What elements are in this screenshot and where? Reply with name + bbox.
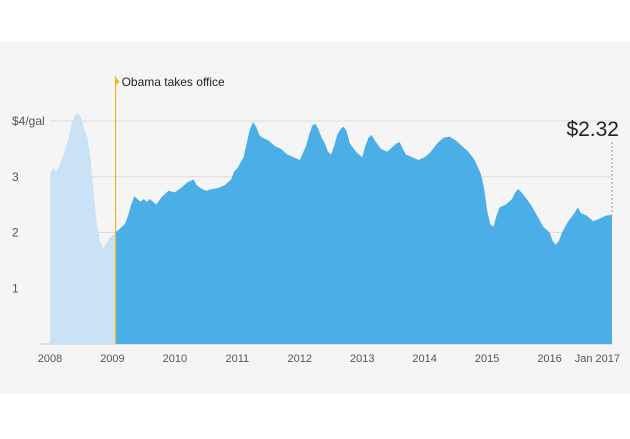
x-tick-label-6: 2014 <box>412 353 436 365</box>
x-tick-label-1: 2009 <box>100 353 124 365</box>
y-tick-label-0: 1 <box>12 281 19 295</box>
x-tick-label-8: 2016 <box>537 353 561 365</box>
x-tick-label-0: 2008 <box>38 353 62 365</box>
x-tick-label-7: 2015 <box>475 353 499 365</box>
x-tick-label-9: Jan 2017 <box>575 353 620 365</box>
x-tick-label-4: 2012 <box>288 353 312 365</box>
area-before-inauguration <box>50 112 116 344</box>
y-tick-label-2: 3 <box>12 170 19 184</box>
annotation-label: Obama takes office <box>122 75 225 89</box>
y-tick-label-3: $4/gal <box>12 114 45 128</box>
x-tick-label-5: 2013 <box>350 353 374 365</box>
inauguration-marker-icon <box>115 77 120 86</box>
y-tick-label-1: 2 <box>12 226 19 240</box>
x-tick-label-2: 2010 <box>163 353 187 365</box>
current-price-callout: $2.32 <box>566 118 619 141</box>
area-after-inauguration <box>115 122 612 344</box>
x-tick-label-3: 2011 <box>226 353 250 365</box>
